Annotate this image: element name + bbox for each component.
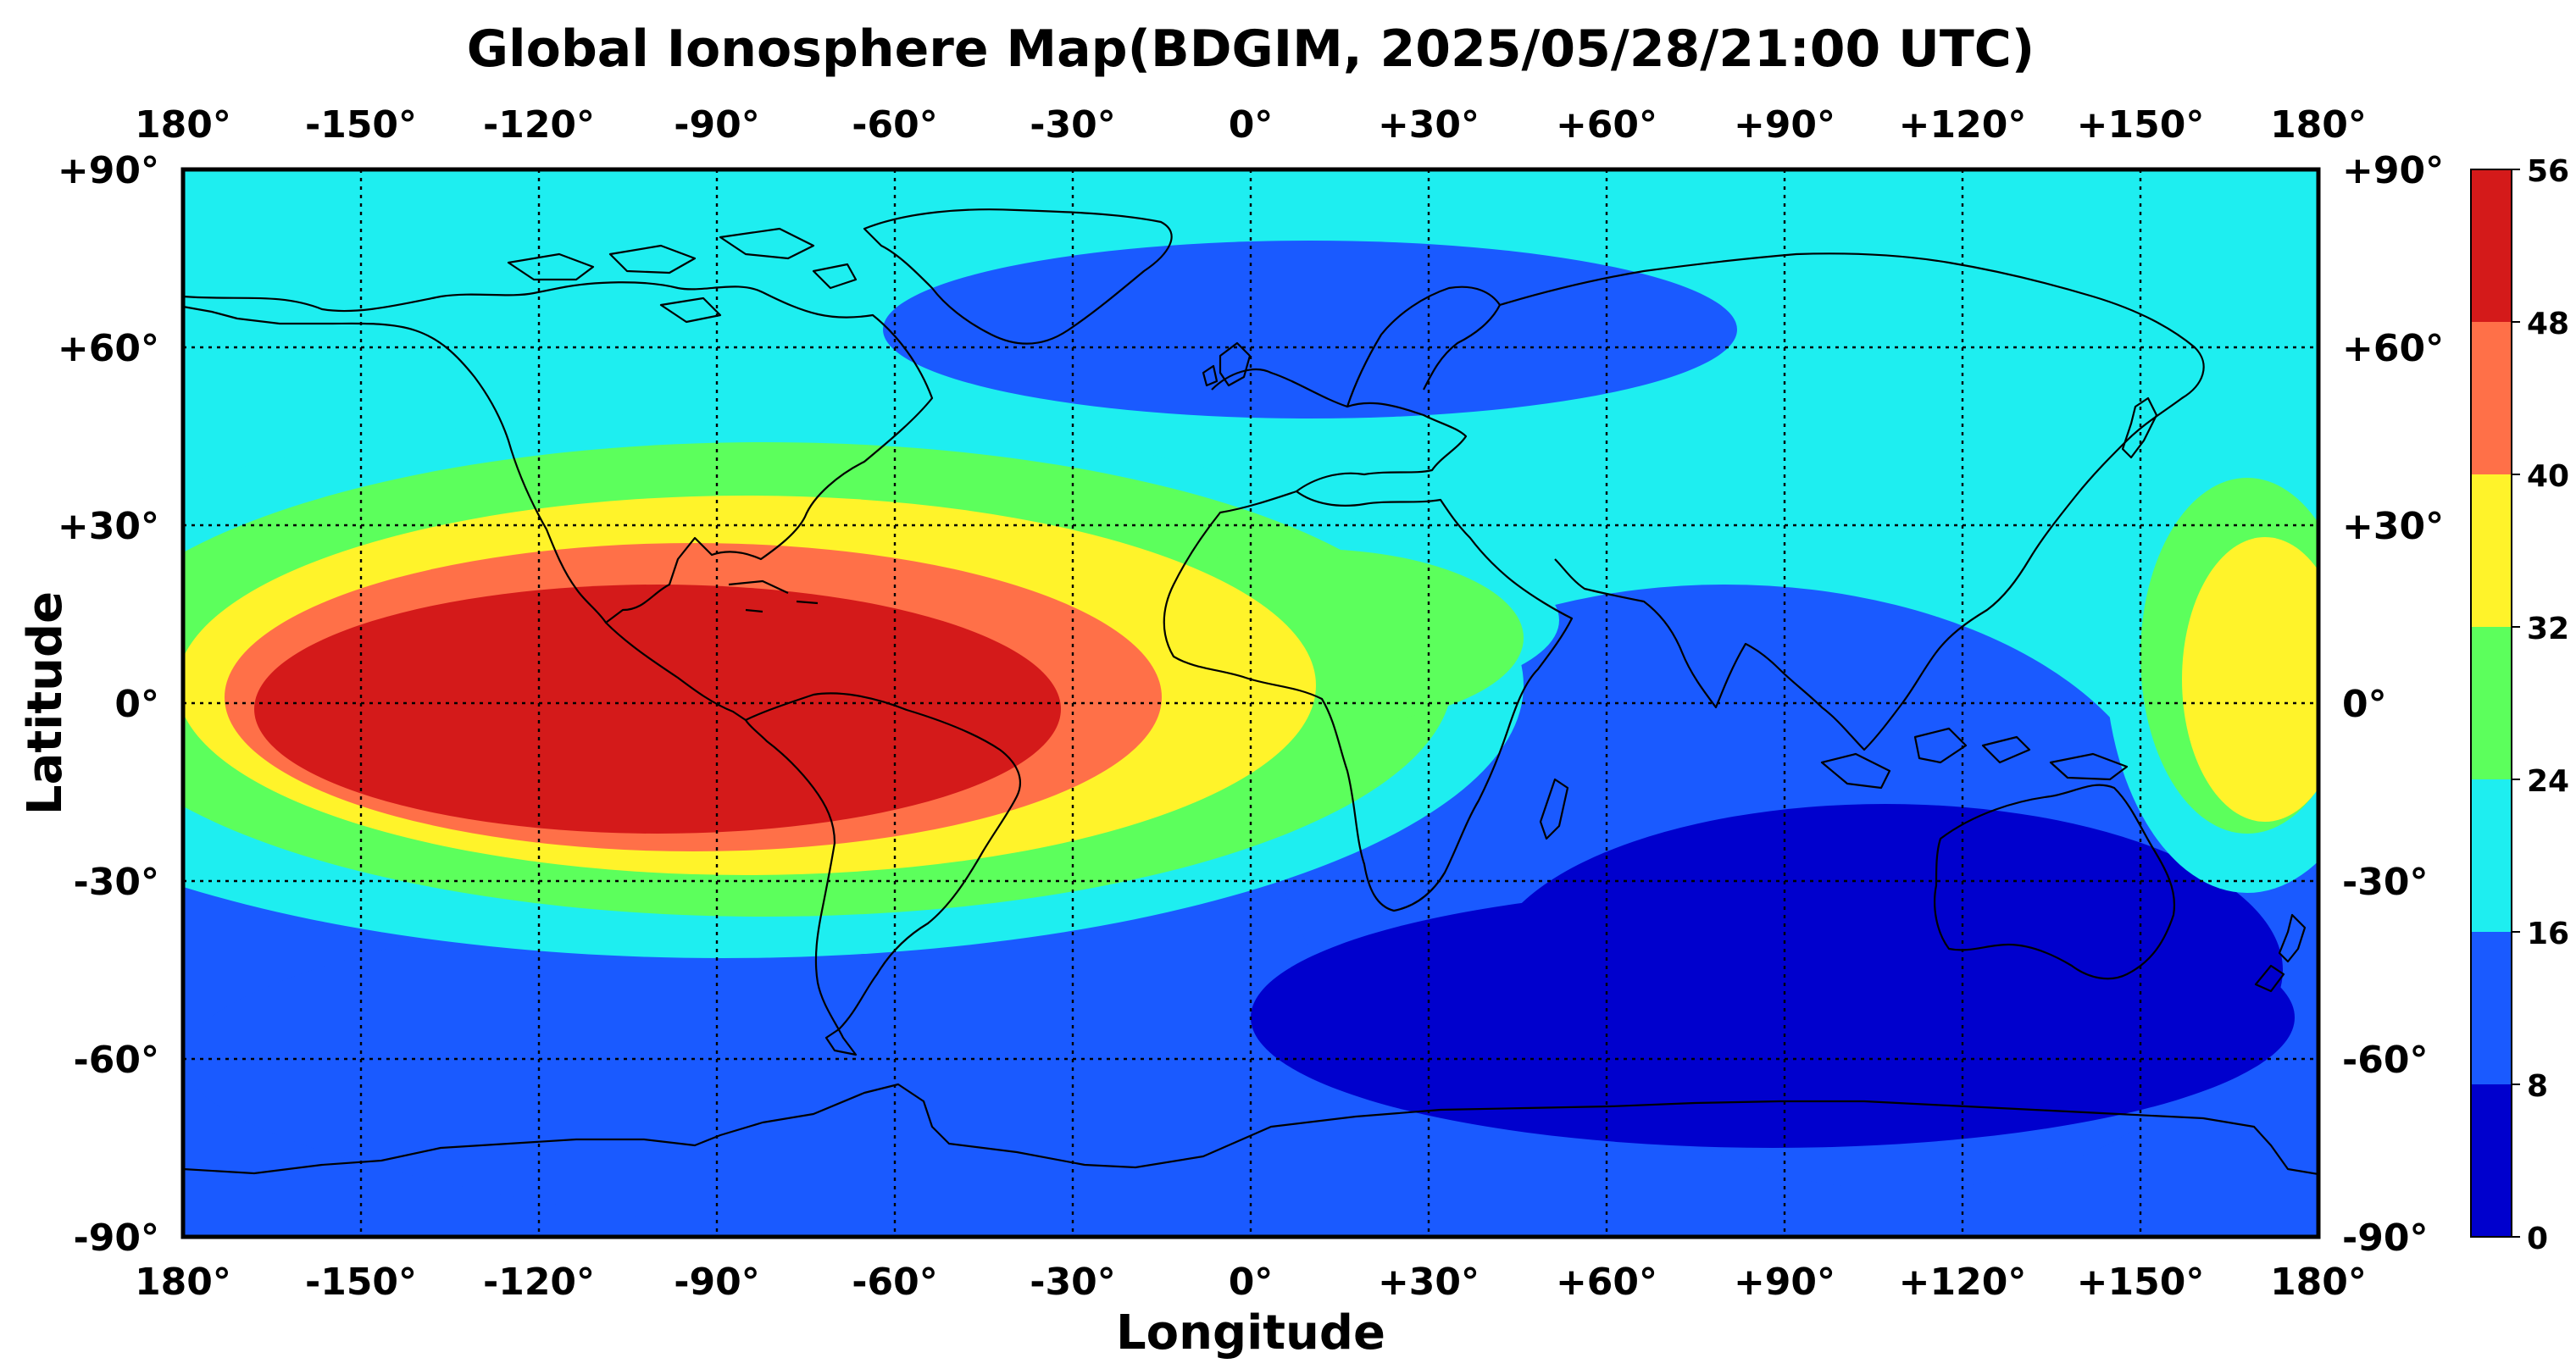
x-tick-label-top: +120° — [1899, 103, 2027, 147]
colorbar-tick-label: 8 — [2527, 1069, 2548, 1104]
x-tick-label-bottom: +30° — [1378, 1261, 1480, 1304]
colorbar-tick-label: 0 — [2527, 1222, 2548, 1256]
x-tick-label-bottom: -30° — [1030, 1261, 1116, 1304]
x-tick-label-bottom: 0° — [1229, 1261, 1274, 1304]
coastline-scandinavia — [1346, 285, 1502, 407]
coastline-southeast-asia-islands — [1820, 727, 2129, 790]
tec-contour-region — [2182, 537, 2318, 822]
coastline-british-isles — [1202, 341, 1252, 387]
x-tick-label-top: +60° — [1556, 103, 1657, 147]
colorbar-segment — [2471, 932, 2512, 1084]
colorbar-segment — [2471, 779, 2512, 932]
y-axis-label: Latitude — [18, 591, 73, 815]
colorbar-segment — [2471, 627, 2512, 779]
axis-tick-labels: 180° 180° -150° -150° -120° -120° -90° -90° -60°… — [58, 103, 2444, 1304]
x-tick-label-bottom: +120° — [1899, 1261, 2027, 1304]
y-tick-label-right: 0° — [2342, 683, 2387, 726]
coastline-antarctica — [183, 1083, 2318, 1176]
coastline-europe-africa — [1163, 369, 1574, 912]
y-tick-label-left: +30° — [58, 505, 159, 548]
map-title: Global Ionosphere Map(BDGIM, 2025/05/28/… — [467, 19, 2035, 79]
x-tick-label-top: 180° — [135, 103, 231, 147]
y-tick-label-right: -30° — [2342, 861, 2429, 904]
y-tick-label-right: -90° — [2342, 1217, 2429, 1260]
x-tick-label-top: -120° — [483, 103, 595, 147]
graticule-grid — [183, 169, 2318, 1237]
colorbar-segment — [2471, 474, 2512, 627]
colorbar-tick-label: 32 — [2527, 612, 2569, 646]
x-tick-label-bottom: -150° — [305, 1261, 417, 1304]
x-tick-label-bottom: +90° — [1734, 1261, 1835, 1304]
x-tick-label-top: -30° — [1030, 103, 1116, 147]
x-tick-label-top: -60° — [852, 103, 938, 147]
coastline-south-america — [744, 692, 1021, 1056]
colorbar-tick-label: 40 — [2527, 459, 2569, 494]
map-frame — [180, 167, 2321, 1239]
coastline-caribbean — [728, 579, 819, 613]
coastline-north-america — [183, 281, 934, 624]
x-tick-label-bottom: 180° — [135, 1261, 231, 1304]
y-tick-label-left: -30° — [74, 861, 160, 904]
tec-contour-region — [254, 585, 1061, 834]
y-tick-label-left: 0° — [114, 683, 159, 726]
coastline-asia — [1499, 252, 2205, 751]
x-tick-label-bottom: -60° — [852, 1261, 938, 1304]
y-tick-label-right: +30° — [2342, 505, 2444, 548]
y-tick-label-left: -60° — [74, 1039, 160, 1082]
coastline-arctic-islands — [507, 227, 858, 324]
coastline-japan — [2121, 396, 2158, 459]
coastline-layer — [183, 208, 2318, 1176]
colorbar: 0 8 16 24 32 40 48 56 — [2470, 154, 2569, 1256]
coastline-central-america — [605, 622, 747, 721]
colorbar-tick-label: 56 — [2527, 154, 2569, 189]
x-tick-label-top: -150° — [305, 103, 417, 147]
y-tick-label-left: -90° — [74, 1217, 160, 1260]
coastline-greenland — [863, 208, 1173, 345]
y-tick-label-right: +60° — [2342, 327, 2444, 370]
coastline-australia — [1934, 784, 2176, 980]
colorbar-tick-label: 16 — [2527, 917, 2569, 951]
tec-heatmap-layer — [183, 169, 2318, 1237]
y-tick-label-left: +60° — [58, 327, 159, 370]
y-tick-label-right: -60° — [2342, 1039, 2429, 1082]
tec-contour-region — [1251, 887, 2295, 1148]
x-tick-label-top: +30° — [1378, 103, 1480, 147]
coastline-new-zealand — [2254, 913, 2307, 993]
x-tick-label-top: 180° — [2270, 103, 2367, 147]
x-tick-label-top: -90° — [674, 103, 760, 147]
x-tick-label-bottom: +150° — [2077, 1261, 2205, 1304]
y-tick-label-right: +90° — [2342, 149, 2444, 192]
tec-contour-region — [883, 241, 1737, 418]
colorbar-segment — [2471, 169, 2512, 322]
x-tick-label-bottom: -120° — [483, 1261, 595, 1304]
x-tick-label-top: +90° — [1734, 103, 1835, 147]
x-tick-label-bottom: 180° — [2270, 1261, 2367, 1304]
y-tick-label-left: +90° — [58, 149, 159, 192]
x-tick-label-top: +150° — [2077, 103, 2205, 147]
x-tick-label-bottom: +60° — [1556, 1261, 1657, 1304]
x-tick-label-top: 0° — [1229, 103, 1274, 147]
colorbar-tick-label: 48 — [2527, 307, 2569, 341]
x-tick-label-bottom: -90° — [674, 1261, 760, 1304]
coastline-madagascar — [1539, 778, 1569, 840]
colorbar-segment — [2471, 1084, 2512, 1237]
colorbar-frame — [2470, 169, 2512, 1238]
x-axis-label: Longitude — [1116, 1305, 1385, 1361]
colorbar-tick-label: 24 — [2527, 764, 2569, 799]
colorbar-segment — [2471, 322, 2512, 474]
